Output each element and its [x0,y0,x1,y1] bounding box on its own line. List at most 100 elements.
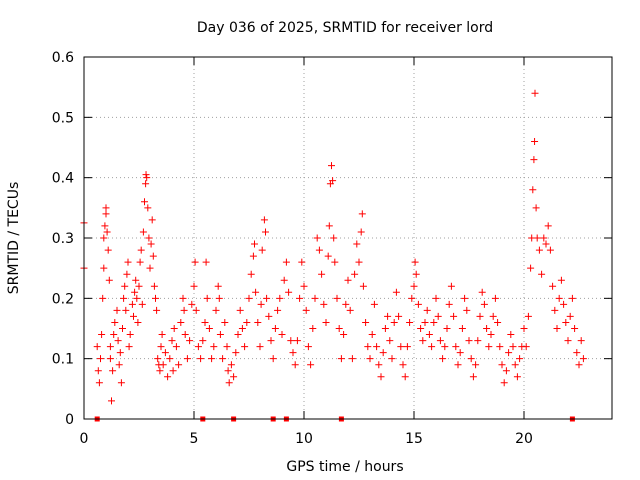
data-point [392,288,400,296]
data-point [287,337,295,345]
data-point [494,318,502,326]
data-point [395,312,403,320]
data-point [181,331,189,339]
data-point [131,288,139,296]
data-point [480,300,488,308]
data-point [573,349,581,357]
data-point [467,355,475,363]
data-point [476,312,484,320]
data-point [258,246,266,254]
data-point [93,343,101,351]
data-point [513,373,521,381]
data-point [291,361,299,369]
data-point [158,331,166,339]
data-point [241,343,249,351]
data-point [557,276,565,284]
data-point [95,379,103,387]
data-point [304,343,312,351]
data-point [126,331,134,339]
data-point [302,306,310,314]
data-point [411,258,419,266]
data-point [544,222,552,230]
data-point [111,318,119,326]
data-point [234,331,242,339]
data-point [180,306,188,314]
x-tick-label: 10 [295,431,313,447]
data-point [110,331,118,339]
data-point [542,240,550,248]
data-point [331,258,339,266]
data-point [296,294,304,302]
data-point [177,318,185,326]
data-point [139,228,147,236]
data-point [434,312,442,320]
data-point [346,306,354,314]
data-point [507,331,515,339]
data-point [527,264,535,272]
data-point [532,204,540,212]
data-point [577,337,585,345]
data-point [183,355,191,363]
chart-title: Day 036 of 2025, SRMTID for receiver lor… [197,20,493,36]
data-point [132,276,140,284]
data-point [417,325,425,332]
data-point [320,300,328,308]
data-point [142,171,150,179]
data-point [164,373,172,381]
y-tick-label: 0.4 [52,171,74,187]
data-point [421,318,429,326]
data-point [278,331,286,339]
x-tick-label: 20 [515,431,533,447]
data-point [104,246,112,254]
data-point [441,343,449,351]
data-point [238,325,246,332]
data-point [454,361,462,369]
data-point [445,300,453,308]
data-point [100,264,108,272]
data-point [408,294,416,302]
data-point [551,306,559,314]
data-point [102,204,110,212]
data-point [436,337,444,345]
data-point [381,325,389,332]
data-point [130,312,137,320]
data-point [399,361,407,369]
data-point [342,300,350,308]
data-point [500,379,508,387]
data-point [149,252,157,260]
data-point [114,337,122,345]
data-point [154,355,162,363]
data-point [293,337,301,345]
data-point [553,325,561,332]
y-tick-label: 0 [65,412,74,428]
data-point [483,325,491,332]
data-point [368,331,376,339]
data-point [546,246,554,254]
data-point [505,349,513,357]
data-point [121,282,129,290]
data-point [215,294,223,302]
data-point [432,294,440,302]
data-point [335,325,343,332]
data-point [353,240,361,248]
data-point [419,337,427,345]
data-point [251,240,258,248]
data-point [212,306,220,314]
data-point [496,343,504,351]
data-point [566,312,574,320]
data-point [156,367,164,375]
y-tick-label: 0.1 [52,352,74,368]
data-point [450,312,458,320]
data-point [230,373,238,381]
data-point [401,373,409,381]
x-tick-label: 5 [190,431,199,447]
data-point [348,355,356,363]
data-point [447,282,455,290]
data-point [355,258,363,266]
data-point [169,367,177,375]
data-point [100,234,108,242]
data-point [125,343,133,351]
data-point [452,343,460,351]
data-point [370,300,378,308]
data-point [225,379,233,387]
